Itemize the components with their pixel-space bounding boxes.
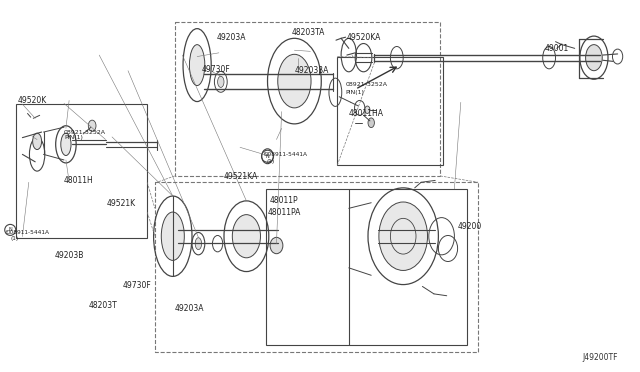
Text: 48203T: 48203T — [88, 301, 117, 310]
Bar — [337, 57, 443, 165]
Text: 49001: 49001 — [545, 44, 569, 53]
Text: 49203A: 49203A — [175, 304, 204, 312]
Ellipse shape — [189, 45, 205, 86]
Ellipse shape — [218, 76, 224, 87]
Text: 08921-3252A: 08921-3252A — [346, 82, 388, 87]
Ellipse shape — [61, 133, 71, 155]
Text: 08921-3252A: 08921-3252A — [64, 129, 106, 135]
Text: PIN(1): PIN(1) — [346, 90, 364, 95]
Text: 48203TA: 48203TA — [292, 28, 325, 37]
Text: 49520KA: 49520KA — [346, 33, 381, 42]
Text: PIN(1): PIN(1) — [64, 135, 83, 140]
Text: N: N — [8, 227, 12, 232]
Text: 49521KA: 49521KA — [224, 172, 259, 181]
Ellipse shape — [88, 120, 96, 131]
Bar — [155, 182, 478, 352]
Text: J49200TF: J49200TF — [582, 353, 618, 362]
Ellipse shape — [195, 238, 202, 250]
Text: 48011HA: 48011HA — [348, 109, 383, 118]
Bar — [175, 22, 440, 176]
Ellipse shape — [33, 133, 42, 150]
Text: 49520K: 49520K — [18, 96, 47, 105]
Ellipse shape — [278, 54, 311, 108]
Text: N: N — [266, 154, 269, 159]
Bar — [266, 189, 467, 345]
Text: 48011H: 48011H — [64, 176, 93, 185]
Text: 48011P: 48011P — [270, 196, 299, 205]
Text: 49730F: 49730F — [202, 65, 230, 74]
Ellipse shape — [270, 237, 283, 254]
Text: 49203βA: 49203βA — [294, 66, 329, 75]
Text: 48011PA: 48011PA — [268, 208, 301, 217]
Text: 49203B: 49203B — [54, 251, 84, 260]
Text: 49203A: 49203A — [216, 33, 246, 42]
Text: Ð08911-5441A: Ð08911-5441A — [6, 230, 51, 235]
Text: (1): (1) — [266, 159, 275, 164]
Text: 49200: 49200 — [458, 222, 482, 231]
Text: Ð08911-5441A: Ð08911-5441A — [264, 152, 308, 157]
Bar — [16, 104, 147, 238]
Ellipse shape — [365, 106, 370, 113]
Ellipse shape — [368, 118, 374, 128]
Ellipse shape — [586, 45, 602, 71]
Ellipse shape — [161, 212, 184, 260]
Ellipse shape — [379, 202, 428, 270]
Ellipse shape — [232, 215, 260, 258]
Text: (1): (1) — [10, 235, 19, 241]
Text: 49730F: 49730F — [123, 281, 152, 290]
Text: 49521K: 49521K — [107, 199, 136, 208]
